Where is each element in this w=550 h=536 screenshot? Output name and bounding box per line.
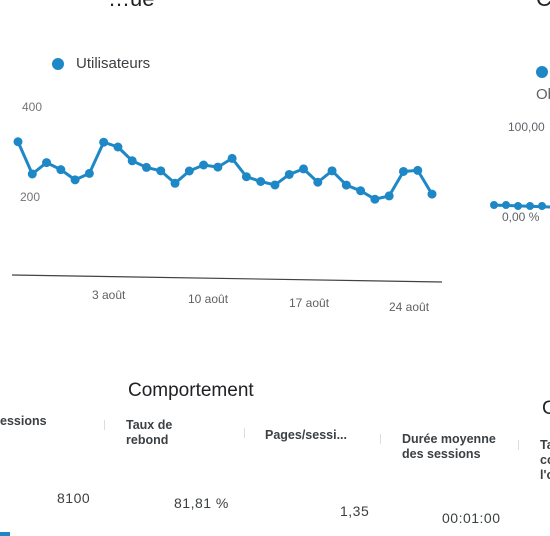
data-point-10 bbox=[156, 166, 166, 176]
users-series-line bbox=[16, 140, 434, 201]
data-point-0 bbox=[13, 137, 23, 147]
value-pages-session: 1,35 bbox=[340, 503, 370, 519]
col-divider bbox=[104, 420, 105, 430]
data-point-5 bbox=[84, 168, 94, 178]
data-point-3 bbox=[56, 165, 66, 175]
value-sessions: 8100 bbox=[57, 490, 91, 506]
x-tick-3-aout: 3 août bbox=[92, 288, 126, 302]
data-point-6 bbox=[99, 137, 109, 147]
right-chart-title: C bbox=[536, 0, 550, 12]
x-tick-10-aout: 10 août bbox=[188, 292, 229, 306]
col-header-bounce-rate[interactable]: Taux de rebond bbox=[126, 418, 173, 447]
data-point-7 bbox=[113, 142, 123, 152]
x-axis-line bbox=[11, 274, 443, 283]
data-point-18 bbox=[270, 180, 280, 190]
users-series bbox=[13, 137, 437, 204]
data-point-28 bbox=[413, 165, 423, 175]
data-point-9 bbox=[141, 162, 151, 172]
selection-indicator bbox=[0, 532, 10, 536]
data-point-17 bbox=[256, 177, 266, 186]
data-point-24 bbox=[356, 186, 366, 196]
col-divider bbox=[380, 434, 381, 444]
col-divider bbox=[244, 428, 245, 438]
legend-label-users: Utilisateurs bbox=[76, 55, 151, 72]
right-section-title: C bbox=[542, 398, 550, 419]
data-point-15 bbox=[227, 153, 237, 163]
right-line-chart[interactable] bbox=[488, 196, 550, 216]
x-tick-24-aout: 24 août bbox=[389, 300, 430, 314]
users-legend[interactable]: Utilisateurs bbox=[52, 55, 150, 72]
col-header-pages-session[interactable]: Pages/sessi... bbox=[265, 428, 348, 442]
data-point-29 bbox=[427, 189, 437, 199]
users-chart-title: …ue bbox=[108, 0, 154, 12]
right-legend-label: Ob bbox=[536, 86, 550, 103]
data-point-8 bbox=[127, 156, 137, 166]
data-point-25 bbox=[370, 194, 380, 204]
data-point-22 bbox=[327, 166, 337, 176]
col-header-avg-duration[interactable]: Durée moyenne des sessions bbox=[402, 432, 496, 461]
data-point-12 bbox=[184, 166, 194, 176]
data-point-2 bbox=[42, 158, 52, 168]
behavior-title: Comportement bbox=[128, 380, 254, 401]
data-point-13 bbox=[199, 160, 209, 170]
col-header-partial[interactable]: Ta co l'o bbox=[540, 438, 550, 482]
x-tick-17-aout: 17 août bbox=[289, 296, 330, 310]
data-point-4 bbox=[70, 175, 80, 185]
right-y-tick-top: 100,00 bbox=[508, 120, 545, 134]
data-point-1 bbox=[27, 169, 37, 179]
data-point-21 bbox=[313, 177, 323, 187]
data-point-11 bbox=[170, 178, 180, 188]
right-y-tick-bottom: 0,00 % bbox=[502, 210, 540, 224]
col-header-sessions[interactable]: essions bbox=[0, 414, 47, 428]
right-legend-dot-icon bbox=[536, 66, 548, 78]
data-point-27 bbox=[398, 166, 408, 176]
col-divider bbox=[518, 440, 519, 450]
value-bounce-rate: 81,81 % bbox=[174, 495, 229, 511]
y-tick-200: 200 bbox=[20, 190, 41, 204]
data-point-16 bbox=[241, 172, 251, 182]
data-point-14 bbox=[213, 162, 223, 172]
y-tick-400: 400 bbox=[22, 100, 43, 114]
users-line-chart[interactable] bbox=[0, 0, 460, 330]
value-avg-duration: 00:01:00 bbox=[442, 510, 501, 526]
data-point-19 bbox=[284, 169, 294, 179]
data-point-23 bbox=[341, 180, 351, 190]
legend-dot-icon bbox=[52, 57, 64, 70]
data-point-20 bbox=[299, 164, 309, 174]
data-point-26 bbox=[384, 191, 394, 201]
